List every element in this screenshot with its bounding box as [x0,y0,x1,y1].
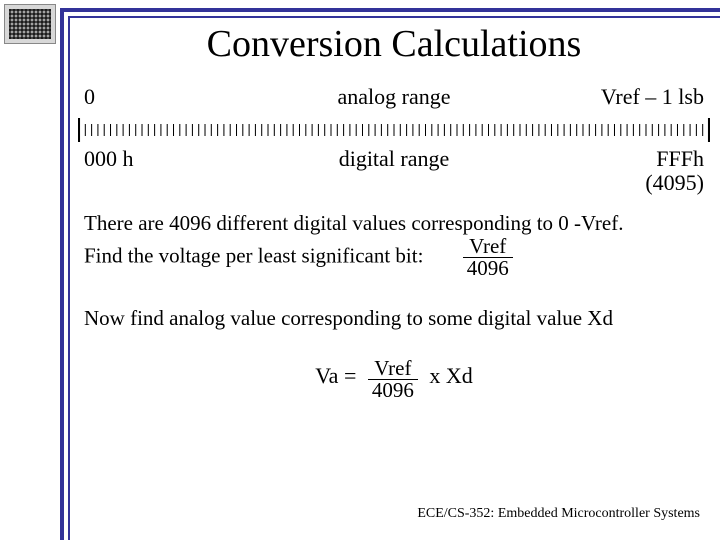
digital-range-row: 000 h FFFh digital range (4095) [84,146,704,196]
slide-border-top-inner [68,16,720,18]
lsb-fraction: Vref 4096 [463,236,513,279]
digital-center-label: digital range [84,146,704,172]
equation-row: Va = Vref 4096 x Xd [78,358,710,401]
equation-rhs: x Xd [429,363,472,388]
paragraph-2: Now find analog value corresponding to s… [84,305,704,331]
chip-icon [4,4,56,44]
slide-footer: ECE/CS-352: Embedded Microcontroller Sys… [417,506,700,522]
slide-content: Conversion Calculations 0 Vref – 1 lsb a… [78,22,710,530]
slide-title: Conversion Calculations [78,22,710,66]
slide-border-left [60,8,64,540]
digital-right-sublabel: (4095) [84,170,704,196]
para1-line2: Find the voltage per least significant b… [84,244,423,268]
slide-border-left-inner [68,16,70,540]
paragraph-1: There are 4096 different digital values … [84,210,704,279]
lsb-fraction-top: Vref [463,236,513,258]
para1-line1: There are 4096 different digital values … [84,211,624,235]
equation-frac-top: Vref [368,358,418,380]
equation-lhs: Va = [315,363,356,388]
slide-border-top [60,8,720,12]
range-ruler [78,118,710,142]
equation-fraction: Vref 4096 [368,358,418,401]
equation-frac-bot: 4096 [368,380,418,401]
lsb-fraction-bot: 4096 [463,258,513,279]
analog-center-label: analog range [84,84,704,110]
analog-range-row: 0 Vref – 1 lsb analog range [84,84,704,110]
